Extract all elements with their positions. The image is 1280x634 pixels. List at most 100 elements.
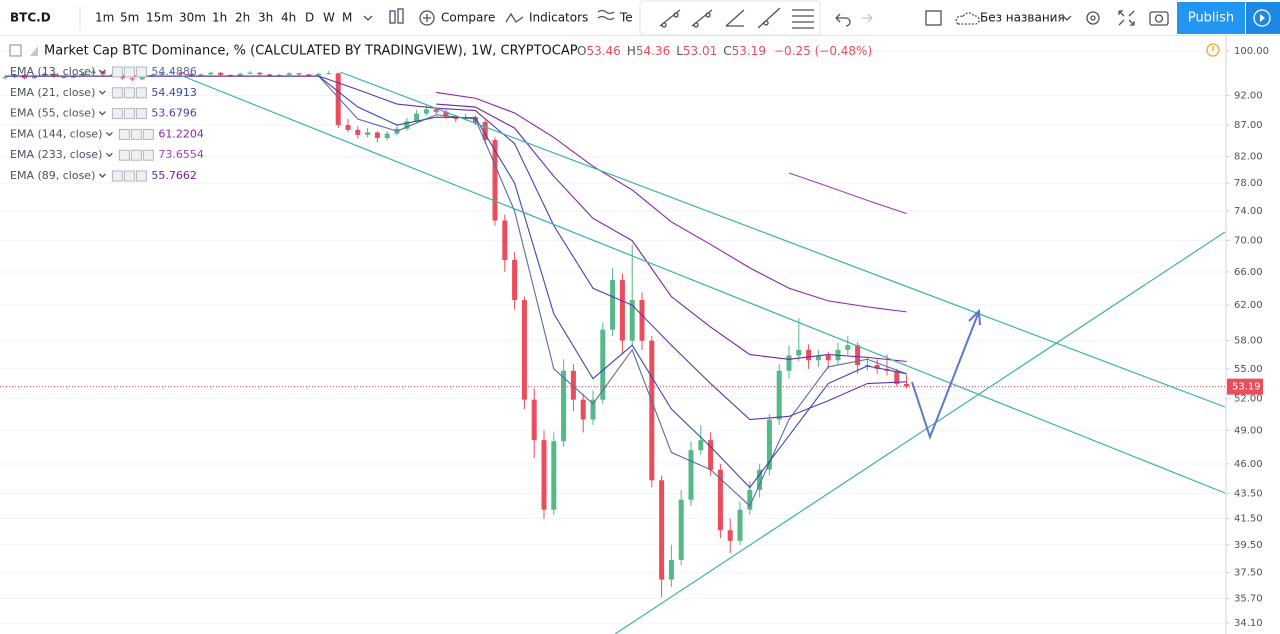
snapshot-lens bbox=[1154, 14, 1164, 23]
legend-settings-button[interactable] bbox=[123, 87, 135, 99]
legend-eye-button[interactable] bbox=[111, 87, 123, 99]
indicator-value: 54.4913 bbox=[151, 86, 197, 99]
candle-body bbox=[443, 111, 449, 117]
candle-body bbox=[374, 132, 380, 139]
compare-button[interactable]: Compare bbox=[441, 11, 495, 25]
settings-button[interactable] bbox=[1086, 11, 1100, 25]
ray-tool[interactable] bbox=[691, 9, 713, 28]
candle-body bbox=[717, 469, 723, 531]
candle-body bbox=[276, 74, 282, 76]
templates-icon bbox=[597, 9, 615, 21]
legend-dropdown[interactable] bbox=[105, 152, 113, 158]
extended-tool[interactable] bbox=[757, 7, 781, 29]
legend-dropdown[interactable] bbox=[98, 111, 106, 116]
fullscreen-button[interactable] bbox=[1118, 10, 1135, 26]
price-axis-labels: 100.00 92.00 87.00 82.00 78.00 74.00 70.00 66.0… bbox=[1226, 46, 1269, 629]
candle-body bbox=[306, 74, 312, 76]
legend-settings-button[interactable] bbox=[130, 128, 142, 140]
snapshot-button[interactable] bbox=[1149, 11, 1169, 26]
indicator-name[interactable]: EMA (55, close) bbox=[10, 107, 95, 120]
trend-line[interactable] bbox=[179, 74, 1226, 494]
undo-button[interactable] bbox=[835, 13, 851, 27]
legend-remove-button[interactable] bbox=[142, 128, 154, 140]
legend-dropdown[interactable] bbox=[105, 131, 113, 137]
series-title[interactable]: Market Cap BTC Dominance, % (CALCULATED … bbox=[44, 44, 578, 59]
angle-tool[interactable] bbox=[725, 9, 745, 27]
layout-button[interactable] bbox=[925, 10, 942, 26]
candle-body bbox=[786, 355, 792, 371]
y-tick-label: 58.00 bbox=[1234, 336, 1263, 347]
candle-type-button[interactable] bbox=[389, 8, 404, 24]
interval-button[interactable]: 2h bbox=[235, 11, 250, 25]
indicator-name[interactable]: EMA (21, close) bbox=[10, 86, 95, 99]
interval-dropdown[interactable] bbox=[363, 15, 373, 21]
legend-eye-button[interactable] bbox=[118, 128, 130, 140]
legend-eye-button[interactable] bbox=[118, 149, 130, 161]
arrow-path[interactable] bbox=[911, 313, 979, 440]
interval-button[interactable]: M bbox=[342, 11, 352, 25]
indicator-name[interactable]: EMA (13, close) bbox=[10, 65, 95, 78]
legend-remove-button[interactable] bbox=[135, 170, 147, 182]
forecast-arrow[interactable] bbox=[911, 308, 981, 440]
symbol[interactable]: BTC.D bbox=[10, 11, 51, 25]
candle-body bbox=[286, 73, 292, 75]
collapse-icon[interactable] bbox=[9, 44, 22, 57]
interval-button[interactable]: W bbox=[323, 11, 335, 25]
warning-icon[interactable] bbox=[1206, 43, 1220, 57]
indicator-name[interactable]: EMA (233, close) bbox=[10, 148, 102, 161]
y-tick-label: 62.00 bbox=[1234, 300, 1263, 311]
legend-remove-button[interactable] bbox=[135, 108, 147, 120]
publish-button[interactable] bbox=[1177, 2, 1245, 34]
trend-line[interactable] bbox=[339, 71, 1226, 408]
trend-line[interactable] bbox=[614, 231, 1226, 634]
legend-eye-button[interactable] bbox=[111, 66, 123, 78]
layout-dropdown[interactable] bbox=[1062, 15, 1072, 21]
legend-settings-button[interactable] bbox=[123, 66, 135, 78]
legend-remove-button[interactable] bbox=[135, 87, 147, 99]
candle-body bbox=[561, 370, 567, 442]
legend-eye-button[interactable] bbox=[111, 170, 123, 182]
legend-remove-button[interactable] bbox=[135, 66, 147, 78]
candle-body bbox=[806, 349, 812, 361]
interval-button[interactable]: D bbox=[305, 11, 314, 25]
interval-button[interactable]: 15m bbox=[146, 11, 173, 25]
legend-remove-button[interactable] bbox=[142, 149, 154, 161]
layout-name[interactable]: Без названия bbox=[980, 11, 1065, 25]
fib-tool[interactable] bbox=[792, 9, 814, 29]
legend-settings-button[interactable] bbox=[130, 149, 142, 161]
trend-tool[interactable] bbox=[659, 9, 681, 28]
ohlc-label: H bbox=[627, 44, 636, 58]
interval-button[interactable]: 1h bbox=[212, 11, 227, 25]
candle-body bbox=[237, 73, 243, 77]
interval-button[interactable]: 5m bbox=[120, 11, 139, 25]
interval-button[interactable]: 3h bbox=[258, 11, 273, 25]
ema-line bbox=[788, 172, 907, 215]
legend-settings-button[interactable] bbox=[123, 170, 135, 182]
interval-button[interactable]: 1m bbox=[95, 11, 114, 25]
indicator-value: 61.2204 bbox=[158, 127, 204, 140]
redo-button[interactable] bbox=[862, 13, 873, 23]
templates-button[interactable]: Te bbox=[619, 11, 633, 25]
arrow-head[interactable] bbox=[968, 308, 981, 326]
price-axis[interactable] bbox=[1226, 36, 1280, 634]
candle-body bbox=[698, 440, 704, 451]
candle-body bbox=[659, 480, 665, 580]
legend-eye-button[interactable] bbox=[111, 108, 123, 120]
legend-dropdown[interactable] bbox=[98, 69, 106, 74]
indicator-name[interactable]: EMA (89, close) bbox=[10, 169, 95, 182]
interval-button[interactable]: 4h bbox=[281, 11, 296, 25]
y-tick-label: 35.70 bbox=[1234, 594, 1263, 605]
indicators-button[interactable]: Indicators bbox=[529, 11, 588, 25]
legend-settings-button[interactable] bbox=[123, 108, 135, 120]
legend-dropdown[interactable] bbox=[98, 173, 106, 178]
symbol-icon bbox=[30, 46, 38, 56]
interval-button[interactable]: 30m bbox=[179, 11, 206, 25]
candle-body bbox=[894, 370, 900, 384]
change-value: −0.25 (−0.48%) bbox=[774, 44, 872, 58]
indicator-name[interactable]: EMA (144, close) bbox=[10, 127, 102, 140]
last-price-badge bbox=[1227, 378, 1263, 395]
compare-icon[interactable] bbox=[419, 10, 435, 26]
candle-body bbox=[316, 73, 322, 76]
candle-body bbox=[639, 300, 645, 341]
legend-dropdown[interactable] bbox=[98, 90, 106, 95]
